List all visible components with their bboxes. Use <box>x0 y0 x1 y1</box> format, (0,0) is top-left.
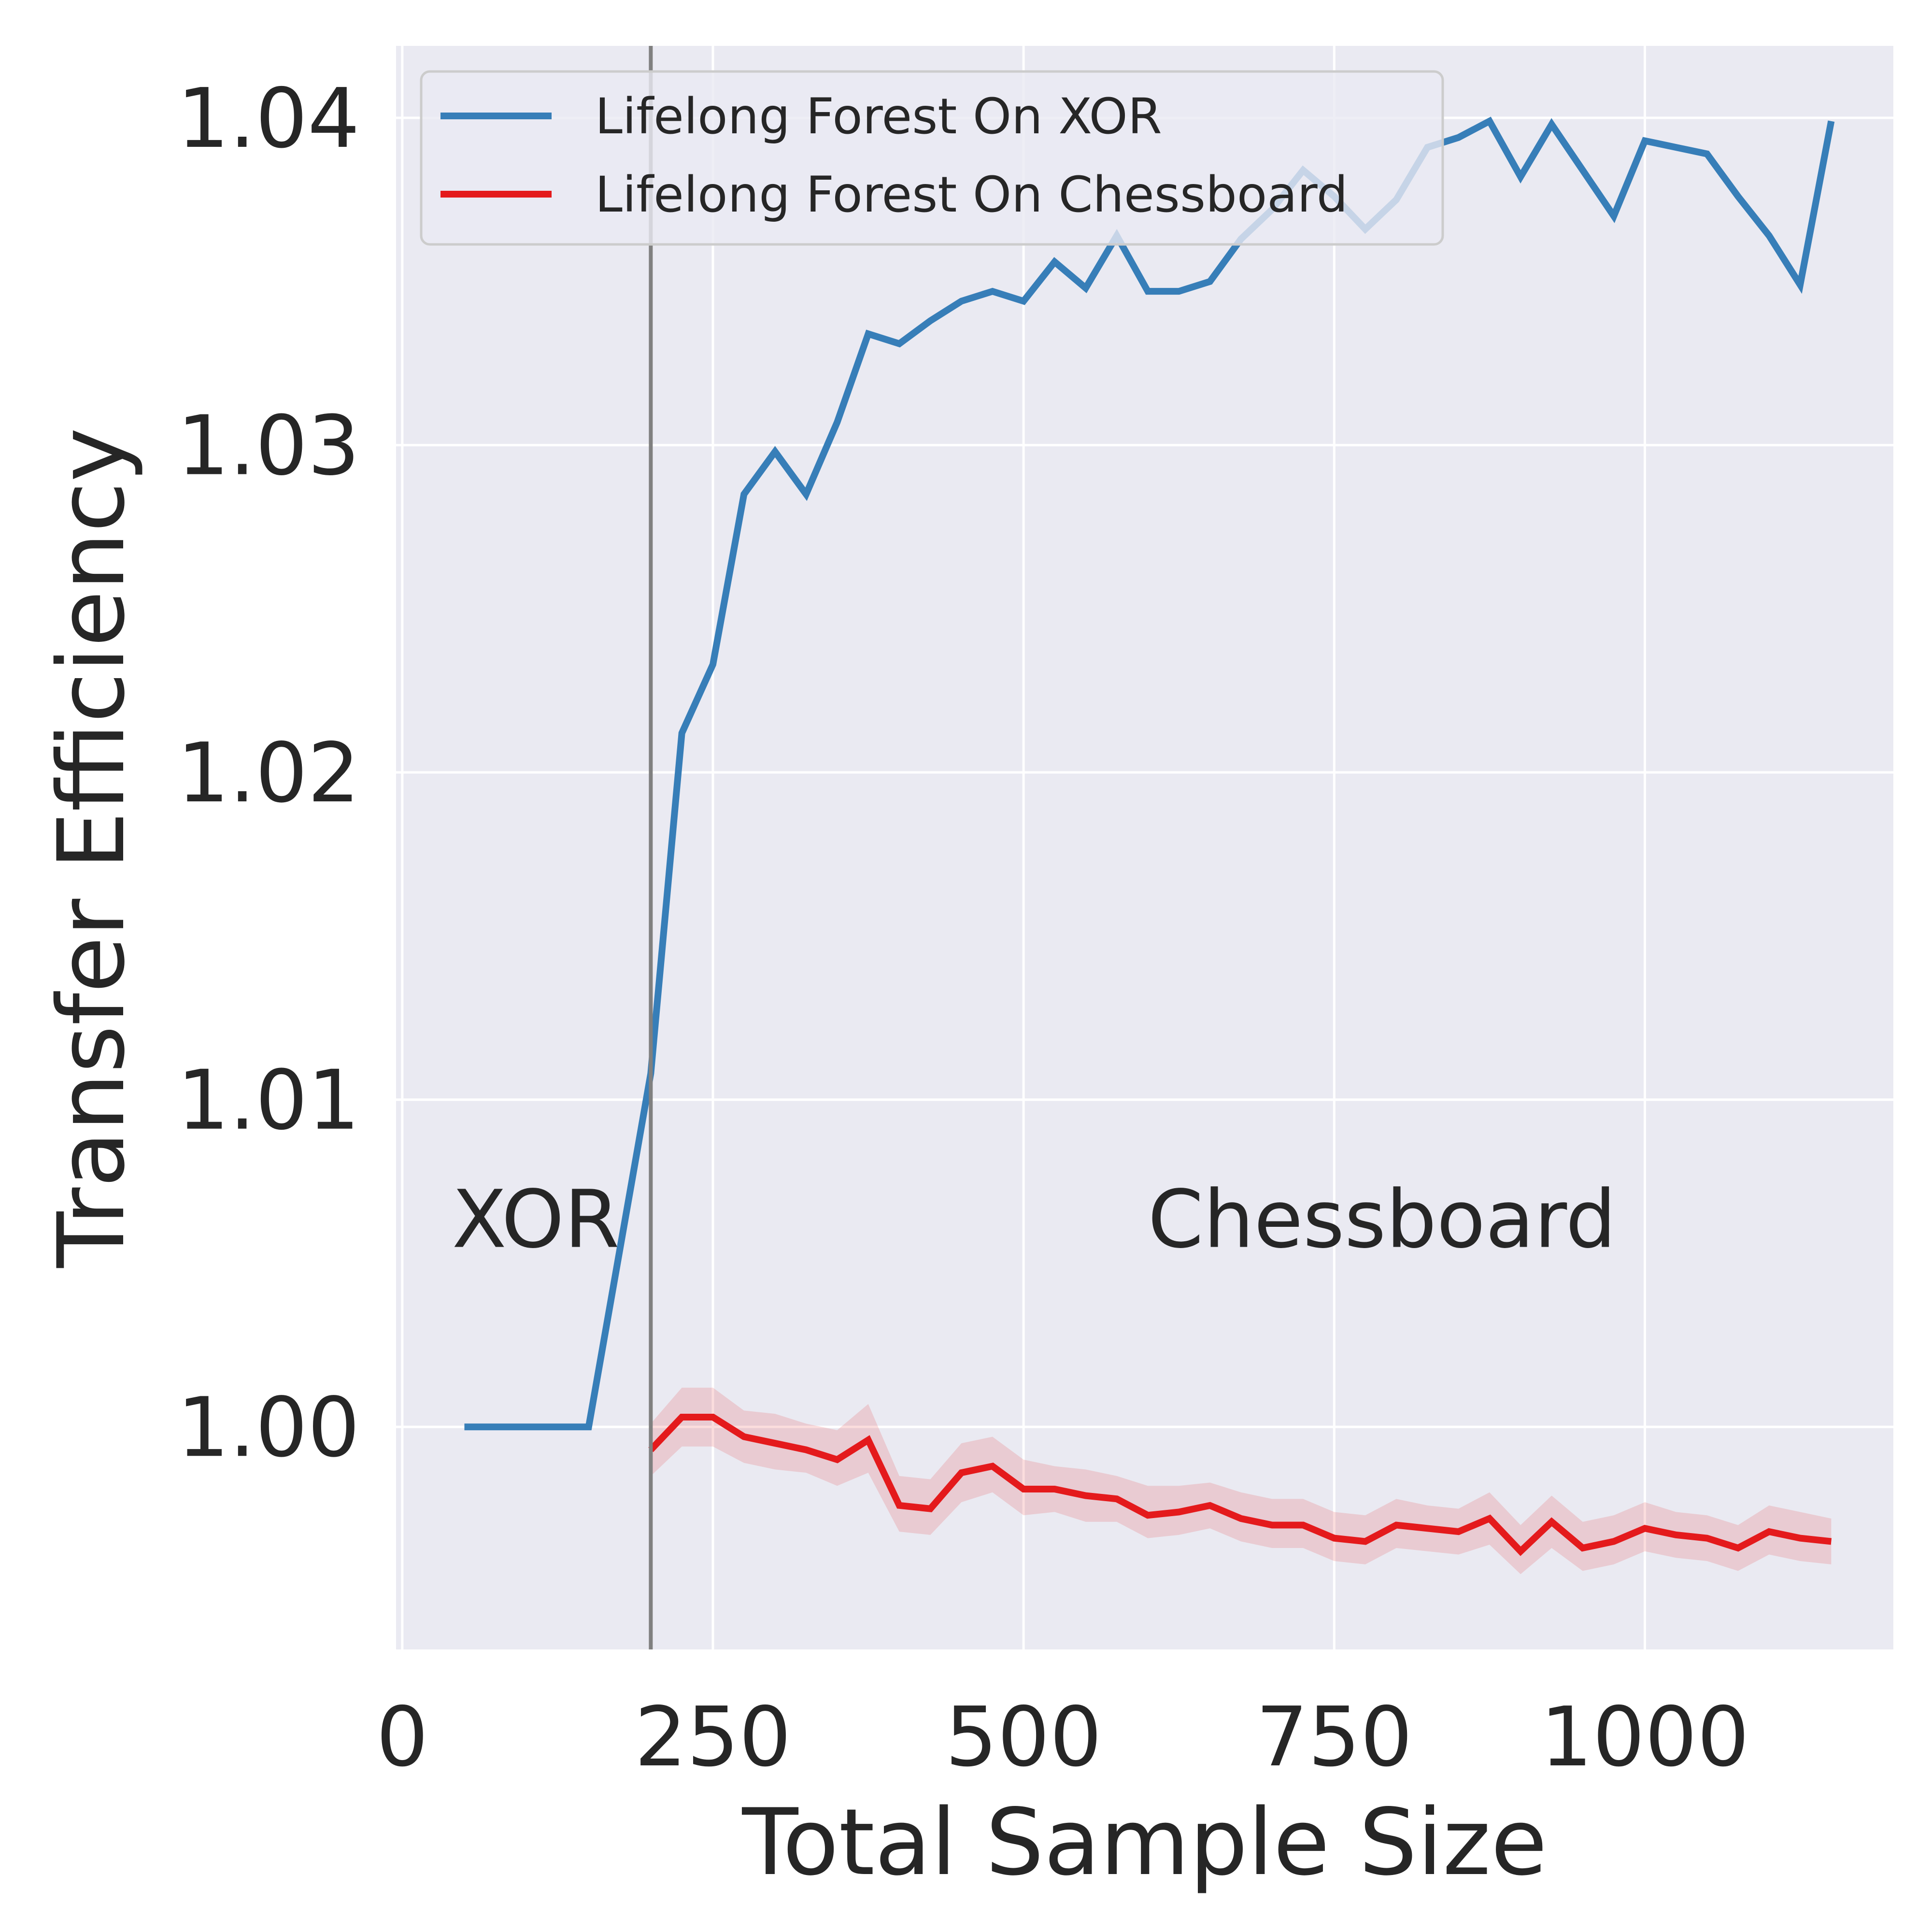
y-tick-label: 1.03 <box>177 398 360 494</box>
series-line <box>648 1413 1832 1556</box>
annotations: XOR Chessboard <box>452 1173 1616 1266</box>
series-lines <box>464 116 1835 1556</box>
legend-label: Lifelong Forest On Chessboard <box>595 166 1348 224</box>
legend: Lifelong Forest On XOR Lifelong Forest On… <box>420 70 1444 246</box>
annotation-label: Chessboard <box>1148 1173 1616 1266</box>
x-tick-label: 500 <box>945 1690 1102 1785</box>
series-line <box>464 116 1835 1431</box>
y-tick-label: 1.04 <box>177 71 360 167</box>
legend-box <box>420 70 1444 246</box>
y-tick-label: 1.02 <box>177 725 360 821</box>
y-axis-title: Transfer Efficiency <box>38 427 145 1268</box>
y-tick-labels: 1.00 1.01 1.02 1.03 1.04 <box>177 71 360 1476</box>
confidence-band <box>651 1387 1832 1575</box>
confidence-bands <box>651 1387 1832 1575</box>
y-tick-label: 1.01 <box>177 1053 360 1149</box>
x-axis-title: Total Sample Size <box>742 1789 1548 1896</box>
y-tick-label: 1.00 <box>177 1380 360 1476</box>
x-tick-labels: 0 250 500 750 1000 <box>376 1690 1749 1785</box>
x-tick-label: 250 <box>635 1690 791 1785</box>
legend-label: Lifelong Forest On XOR <box>595 88 1162 145</box>
annotation-label: XOR <box>452 1173 620 1266</box>
x-tick-label: 750 <box>1256 1690 1412 1785</box>
x-tick-label: 0 <box>376 1690 428 1785</box>
x-tick-label: 1000 <box>1540 1690 1749 1785</box>
